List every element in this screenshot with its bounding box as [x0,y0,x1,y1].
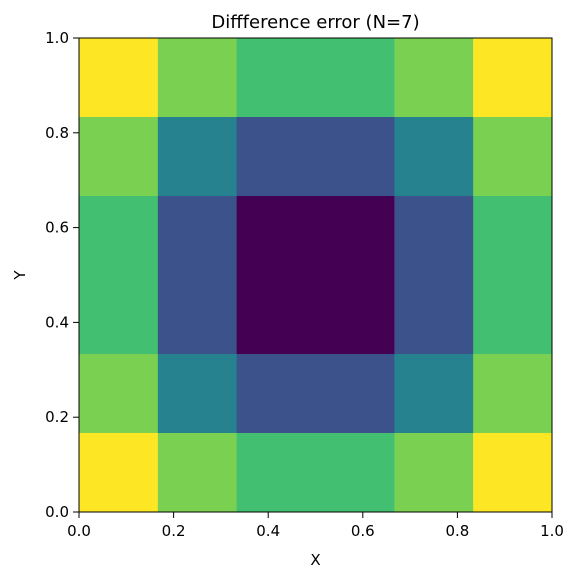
heatmap-cell-r1-c4 [473,117,553,197]
heatmap-cell-r0-c0 [79,38,159,118]
heatmap-cell-r0-c3 [394,38,474,118]
heatmap-cell-r1-c1 [157,117,238,197]
heatmap-cell-r2-c3 [394,195,474,355]
x-tick-label-1: 0.2 [162,522,186,540]
heatmap-cell-r4-c4 [473,432,553,513]
heatmap-cell-r2-c0 [79,195,159,355]
axis-ticks: 0.0 0.2 0.4 0.6 0.8 1.0 0.0 0.2 0.4 0.6 0.8 1.0 [45,29,564,540]
heatmap-cell-r2-c4 [473,195,553,355]
heatmap-cell-r4-c1 [157,432,238,513]
heatmap-cell-r3-c3 [394,354,474,434]
x-axis-label: X [310,551,320,569]
y-tick-label-0: 0.0 [45,503,69,521]
heatmap-cells [79,38,553,513]
x-tick-label-4: 0.8 [445,522,469,540]
x-tick-label-2: 0.4 [256,522,280,540]
x-tick-label-5: 1.0 [540,522,564,540]
y-tick-label-4: 0.8 [45,124,69,142]
heatmap-cell-r2-c2 [236,195,395,355]
y-tick-label-5: 1.0 [45,29,69,47]
heatmap-cell-r2-c1 [157,195,238,355]
chart-title: Diffference error (N=7) [211,12,419,33]
heatmap-cell-r3-c0 [79,354,159,434]
heatmap-cell-r3-c4 [473,354,553,434]
y-tick-label-2: 0.4 [45,313,69,331]
heatmap-cell-r3-c1 [157,354,238,434]
plot-frame [78,37,553,513]
heatmap-cell-r1-c2 [236,117,395,197]
heatmap-cell-r1-c0 [79,117,159,197]
heatmap-cell-r4-c3 [394,432,474,513]
heatmap-cell-r4-c0 [79,432,159,513]
heatmap-cell-r1-c3 [394,117,474,197]
y-tick-label-1: 0.2 [45,408,69,426]
y-tick-label-3: 0.6 [45,219,69,237]
x-tick-label-0: 0.0 [67,522,91,540]
y-axis-label: Y [11,270,29,281]
heatmap-cell-r0-c1 [157,38,238,118]
heatmap-cell-r0-c4 [473,38,553,118]
heatmap-cell-r0-c2 [236,38,395,118]
heatmap-cell-r3-c2 [236,354,395,434]
x-tick-label-3: 0.6 [351,522,375,540]
heatmap-cell-r4-c2 [236,432,395,513]
